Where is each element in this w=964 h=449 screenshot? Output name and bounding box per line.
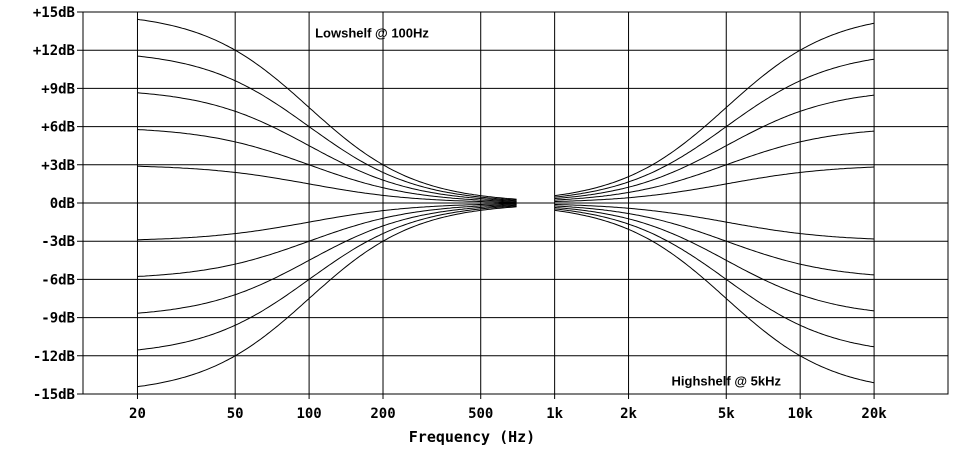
- y-tick-label: -12dB: [33, 349, 75, 365]
- x-tick-label: 1k: [546, 406, 563, 422]
- y-tick-label: -3dB: [41, 234, 75, 250]
- x-tick-label: 500: [468, 406, 493, 422]
- highshelf-curve: [554, 204, 875, 240]
- lowshelf-curve: [137, 206, 517, 388]
- highshelf-curve: [554, 130, 875, 201]
- highshelf-curve: [554, 208, 875, 348]
- highshelf-curve: [554, 58, 875, 198]
- highshelf-curve: [554, 94, 875, 200]
- x-axis-title: Frequency (Hz): [409, 428, 535, 446]
- lowshelf-curve: [137, 165, 517, 203]
- lowshelf-curve: [137, 204, 517, 314]
- y-tick-label: +3dB: [41, 158, 75, 174]
- highshelf-curve: [554, 22, 875, 197]
- y-tick-label: -6dB: [41, 272, 75, 288]
- y-tick-label: +6dB: [41, 120, 75, 136]
- x-tick-label: 50: [227, 406, 244, 422]
- highshelf-curve: [554, 209, 875, 384]
- x-tick-label: 20k: [861, 406, 887, 422]
- lowshelf-curve: [137, 205, 517, 351]
- y-tick-label: -9dB: [41, 311, 75, 327]
- response-curves: [137, 18, 875, 388]
- x-tick-label: 10k: [788, 406, 814, 422]
- lowshelf-curve: [137, 129, 517, 202]
- y-tick-label: +9dB: [41, 81, 75, 97]
- x-tick-label: 200: [370, 406, 395, 422]
- x-tick-label: 100: [296, 406, 321, 422]
- y-tick-label: +15dB: [33, 5, 75, 21]
- y-tick-label: +12dB: [33, 43, 75, 59]
- y-tick-labels: +15dB +12dB +9dB +6dB +3dB 0dB -3dB -6dB -9dB -12…: [33, 5, 75, 403]
- annotation-label: Lowshelf @ 100Hz: [315, 26, 429, 41]
- lowshelf-curve: [137, 204, 517, 277]
- highshelf-curve: [554, 205, 875, 276]
- lowshelf-curve: [137, 203, 517, 241]
- grid-lines: [77, 11, 949, 399]
- x-tick-label: 5k: [718, 406, 735, 422]
- y-tick-label: -15dB: [33, 387, 75, 403]
- annotation-label: Highshelf @ 5kHz: [672, 373, 782, 388]
- highshelf-curve: [554, 206, 875, 312]
- x-tick-label: 2k: [620, 406, 637, 422]
- x-tick-label: 20: [129, 406, 146, 422]
- lowshelf-curve: [137, 18, 517, 200]
- x-tick-labels: 20 50 100 200 500 1k 2k 5k 10k 20k: [129, 406, 887, 422]
- y-tick-label: 0dB: [50, 196, 75, 212]
- highshelf-curve: [554, 166, 875, 202]
- lowshelf-curve: [137, 55, 517, 201]
- lowshelf-curve: [137, 92, 517, 202]
- annotations: Lowshelf @ 100Hz Highshelf @ 5kHz: [315, 26, 781, 389]
